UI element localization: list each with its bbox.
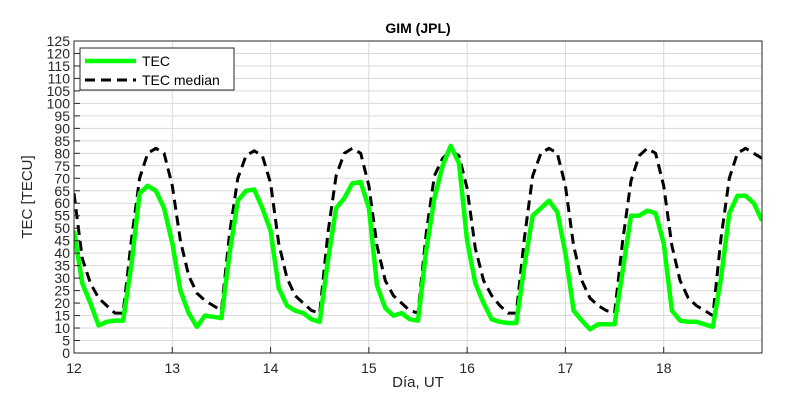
- y-tick-label: 65: [54, 183, 70, 199]
- y-tick-label: 0: [62, 345, 70, 361]
- y-tick-label: 60: [54, 195, 70, 211]
- legend: TEC TEC median: [79, 47, 235, 91]
- x-tick-label: 15: [361, 360, 377, 376]
- y-tick-label: 115: [48, 58, 71, 74]
- chart-title: GIM (JPL): [385, 20, 450, 36]
- ticks: 0510152025303540455055606570758085909510…: [47, 33, 672, 376]
- x-tick-label: 17: [558, 360, 574, 376]
- y-tick-label: 95: [54, 108, 70, 124]
- y-tick-label: 5: [62, 333, 70, 349]
- x-axis-label: Día, UT: [392, 374, 444, 391]
- y-tick-label: 85: [54, 133, 70, 149]
- y-tick-label: 45: [54, 233, 70, 249]
- y-tick-label: 10: [54, 320, 70, 336]
- x-tick-label: 18: [656, 360, 672, 376]
- x-tick-label: 16: [459, 360, 475, 376]
- y-tick-label: 30: [54, 270, 70, 286]
- series-layer: [74, 143, 762, 332]
- y-tick-label: 110: [48, 70, 71, 86]
- y-tick-label: 15: [54, 308, 70, 324]
- y-tick-label: 125: [47, 33, 71, 49]
- y-tick-label: 80: [54, 145, 70, 161]
- y-tick-label: 25: [54, 283, 70, 299]
- y-axis-label: TEC [TECU]: [19, 155, 36, 238]
- series-line-tec: [74, 143, 762, 332]
- y-tick-label: 55: [54, 208, 70, 224]
- y-tick-label: 35: [54, 258, 70, 274]
- y-tick-label: 40: [54, 245, 70, 261]
- y-tick-label: 50: [54, 220, 70, 236]
- y-tick-label: 75: [54, 158, 70, 174]
- grid: [73, 40, 762, 354]
- y-tick-label: 20: [54, 295, 70, 311]
- x-tick-label: 12: [66, 360, 82, 376]
- legend-label-tec: TEC: [142, 53, 170, 69]
- plot-frame: [73, 40, 763, 354]
- legend-label-tec-median: TEC median: [142, 72, 220, 88]
- y-tick-label: 70: [54, 170, 70, 186]
- x-tick-label: 14: [263, 360, 279, 376]
- x-tick-label: 13: [164, 360, 180, 376]
- y-tick-label: 100: [47, 95, 71, 111]
- y-tick-label: 90: [54, 120, 70, 136]
- legend-box: [79, 47, 235, 91]
- y-tick-label: 120: [47, 45, 71, 61]
- y-tick-label: 105: [47, 83, 71, 99]
